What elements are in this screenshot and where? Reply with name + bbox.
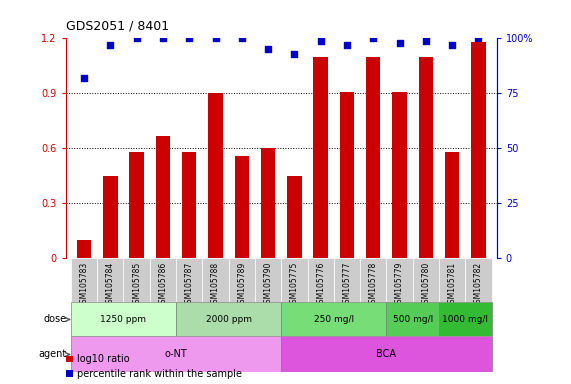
- Bar: [340, 91, 354, 258]
- Bar: [156, 136, 170, 258]
- Bar: [202, 258, 228, 303]
- Point: [237, 35, 246, 41]
- Point: [290, 51, 299, 57]
- Bar: [228, 258, 255, 303]
- Point: [448, 42, 457, 48]
- Text: agent: agent: [38, 349, 70, 359]
- Bar: [235, 156, 249, 258]
- Point: [369, 35, 378, 41]
- Bar: [419, 57, 433, 258]
- Bar: [413, 258, 439, 303]
- Text: GSM105790: GSM105790: [264, 262, 272, 308]
- Text: log10 ratio: log10 ratio: [77, 354, 130, 364]
- Text: GSM105775: GSM105775: [290, 262, 299, 308]
- Point: [421, 38, 431, 44]
- Text: GSM105783: GSM105783: [79, 262, 89, 308]
- Text: BCA: BCA: [376, 349, 396, 359]
- Text: GSM105776: GSM105776: [316, 262, 325, 308]
- Text: GSM105786: GSM105786: [158, 262, 167, 308]
- Text: GSM105782: GSM105782: [474, 262, 483, 308]
- Text: GDS2051 / 8401: GDS2051 / 8401: [66, 20, 169, 33]
- Bar: [313, 57, 328, 258]
- Text: 250 mg/l: 250 mg/l: [313, 315, 354, 324]
- Point: [395, 40, 404, 46]
- Bar: [71, 336, 281, 372]
- Text: 1250 ppm: 1250 ppm: [100, 315, 147, 324]
- Bar: [287, 176, 301, 258]
- Bar: [208, 93, 223, 258]
- Bar: [176, 303, 281, 336]
- Bar: [392, 91, 407, 258]
- Bar: [103, 176, 118, 258]
- Bar: [77, 240, 91, 258]
- Text: GSM105778: GSM105778: [369, 262, 378, 308]
- Text: percentile rank within the sample: percentile rank within the sample: [77, 369, 242, 379]
- Text: GSM105779: GSM105779: [395, 262, 404, 308]
- Bar: [439, 303, 492, 336]
- Point: [211, 35, 220, 41]
- Point: [184, 35, 194, 41]
- Bar: [445, 152, 459, 258]
- Text: GSM105780: GSM105780: [421, 262, 431, 308]
- Point: [343, 42, 352, 48]
- Bar: [281, 258, 308, 303]
- Point: [316, 38, 325, 44]
- Bar: [387, 303, 439, 336]
- Point: [79, 75, 89, 81]
- Text: 500 mg/l: 500 mg/l: [392, 315, 433, 324]
- Bar: [71, 303, 176, 336]
- Text: GSM105785: GSM105785: [132, 262, 141, 308]
- Bar: [334, 258, 360, 303]
- Text: GSM105787: GSM105787: [184, 262, 194, 308]
- Bar: [281, 303, 387, 336]
- Bar: [130, 152, 144, 258]
- Point: [263, 46, 272, 53]
- Bar: [71, 258, 97, 303]
- Text: o-NT: o-NT: [164, 349, 187, 359]
- Bar: [176, 258, 202, 303]
- Point: [106, 42, 115, 48]
- Bar: [471, 42, 485, 258]
- Bar: [281, 336, 492, 372]
- Text: 2000 ppm: 2000 ppm: [206, 315, 252, 324]
- Bar: [308, 258, 334, 303]
- Bar: [366, 57, 380, 258]
- Text: dose: dose: [43, 314, 70, 324]
- Bar: [182, 152, 196, 258]
- Bar: [123, 258, 150, 303]
- Text: GSM105789: GSM105789: [238, 262, 246, 308]
- Point: [132, 35, 141, 41]
- Bar: [465, 258, 492, 303]
- Point: [474, 35, 483, 41]
- Bar: [261, 149, 275, 258]
- Text: GSM105781: GSM105781: [448, 262, 457, 308]
- Bar: [255, 258, 282, 303]
- Bar: [439, 258, 465, 303]
- Bar: [360, 258, 387, 303]
- Point: [158, 35, 167, 41]
- Text: 1000 mg/l: 1000 mg/l: [442, 315, 488, 324]
- Bar: [150, 258, 176, 303]
- Text: GSM105784: GSM105784: [106, 262, 115, 308]
- Text: GSM105788: GSM105788: [211, 262, 220, 308]
- Text: GSM105777: GSM105777: [343, 262, 351, 308]
- Bar: [387, 258, 413, 303]
- Bar: [97, 258, 123, 303]
